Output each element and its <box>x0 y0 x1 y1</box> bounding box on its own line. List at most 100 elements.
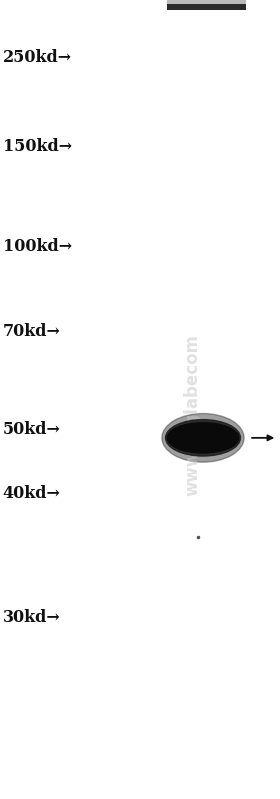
Bar <box>167 0 246 9</box>
Bar <box>167 0 246 6</box>
Bar <box>167 0 246 6</box>
Bar <box>167 0 246 9</box>
Bar <box>167 0 246 8</box>
Bar <box>167 0 246 9</box>
Bar <box>167 0 246 8</box>
Bar <box>167 0 246 9</box>
Bar <box>167 0 246 9</box>
Bar <box>167 0 246 7</box>
Bar <box>167 0 246 8</box>
Bar <box>167 0 246 9</box>
Bar <box>167 0 246 9</box>
Bar <box>167 0 246 8</box>
Bar <box>167 0 246 9</box>
Bar <box>167 0 246 8</box>
Bar <box>167 0 246 9</box>
Bar <box>167 0 246 7</box>
Bar <box>167 0 246 10</box>
Bar <box>167 0 246 7</box>
Bar <box>167 0 246 6</box>
Bar <box>167 0 246 9</box>
Bar <box>167 0 246 9</box>
Bar <box>167 0 246 8</box>
Bar <box>167 0 246 7</box>
Bar <box>167 0 246 8</box>
Bar <box>167 0 246 8</box>
Bar <box>167 0 246 8</box>
Bar <box>167 0 246 9</box>
Bar <box>167 0 246 8</box>
Bar <box>167 0 246 9</box>
Bar <box>167 0 246 8</box>
Bar <box>167 0 246 8</box>
Bar <box>167 0 246 6</box>
Bar <box>167 0 246 7</box>
Bar <box>167 0 246 9</box>
Bar <box>167 0 246 7</box>
Bar <box>167 0 246 8</box>
Bar <box>167 0 246 7</box>
Bar <box>167 0 246 10</box>
Bar <box>167 4 246 10</box>
Bar <box>167 0 246 9</box>
Bar <box>167 0 246 9</box>
Bar <box>167 0 246 8</box>
Bar <box>167 0 246 8</box>
Bar <box>167 0 246 8</box>
Bar <box>167 0 246 7</box>
Bar <box>167 0 246 9</box>
Bar <box>167 0 246 8</box>
Bar <box>167 0 246 8</box>
Bar <box>167 0 246 7</box>
Bar <box>167 0 246 8</box>
Bar <box>167 0 246 9</box>
Bar <box>167 0 246 9</box>
Bar <box>167 0 246 8</box>
Bar <box>167 0 246 7</box>
Bar <box>167 0 246 8</box>
Bar <box>167 0 246 6</box>
Bar <box>167 0 246 7</box>
Bar <box>167 0 246 9</box>
Bar <box>167 0 246 7</box>
Bar <box>167 0 246 9</box>
Bar <box>167 0 246 9</box>
Bar <box>167 0 246 8</box>
Bar <box>167 0 246 7</box>
Bar <box>167 0 246 9</box>
Bar <box>167 0 246 7</box>
Bar <box>167 0 246 7</box>
Bar <box>167 0 246 7</box>
Bar <box>167 0 246 6</box>
Bar <box>167 0 246 10</box>
Bar <box>167 0 246 8</box>
Bar <box>167 0 246 9</box>
Bar <box>167 0 246 7</box>
Bar <box>167 0 246 8</box>
Bar <box>167 0 246 7</box>
Bar <box>167 0 246 9</box>
Bar <box>167 0 246 7</box>
Bar <box>167 0 246 8</box>
Bar <box>167 0 246 8</box>
Bar <box>167 0 246 8</box>
Bar <box>167 0 246 8</box>
Bar <box>167 0 246 7</box>
Bar <box>167 0 246 9</box>
Bar <box>167 0 246 7</box>
Bar <box>167 0 246 9</box>
Bar <box>167 0 246 9</box>
Bar <box>167 0 246 8</box>
Bar <box>167 0 246 9</box>
Bar <box>167 0 246 8</box>
Bar <box>167 0 246 8</box>
Bar <box>167 0 246 6</box>
Bar <box>167 0 246 8</box>
Bar <box>167 0 246 8</box>
Bar <box>167 0 246 7</box>
Bar <box>167 0 246 8</box>
Bar <box>167 0 246 8</box>
Bar <box>167 0 246 9</box>
Bar <box>167 0 246 9</box>
Bar <box>167 0 246 9</box>
